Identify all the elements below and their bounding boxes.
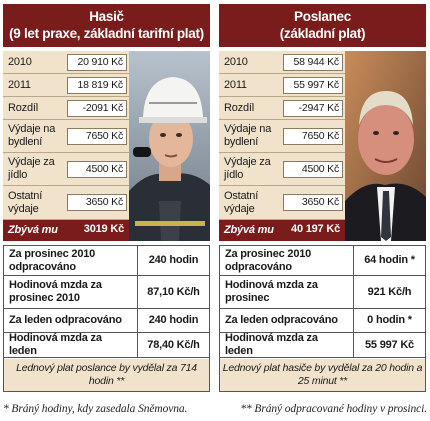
hours-row: Za leden odpracováno 240 hodin bbox=[4, 309, 209, 333]
stat-value: -2947 Kč bbox=[283, 99, 343, 117]
hours-label: Hodinová mzda za prosinec bbox=[225, 279, 318, 304]
firefighter-hours-table: Za prosinec 2010 odpracováno 240 hodin H… bbox=[3, 245, 210, 392]
hours-value: 0 hodin * bbox=[353, 309, 425, 332]
stat-value: 18 819 Kč bbox=[67, 76, 127, 94]
stat-row: Výdaje za jídlo 4500 Kč bbox=[219, 153, 345, 186]
hours-row: Za prosinec 2010 odpracováno 240 hodin bbox=[4, 246, 209, 276]
stat-value: 3650 Kč bbox=[67, 194, 127, 211]
firefighter-title: Hasič bbox=[89, 9, 124, 24]
stat-value: 4500 Kč bbox=[67, 160, 127, 178]
remaining-value: 40 197 Kč bbox=[291, 223, 340, 235]
remaining-row: Zbývá mu 3019 Kč bbox=[3, 220, 129, 241]
firefighter-photo bbox=[129, 51, 210, 241]
stat-label: Ostatní výdaje bbox=[224, 189, 259, 215]
firefighter-header: Hasič (9 let praxe, základní tarifní pla… bbox=[3, 4, 210, 47]
stat-label: 2011 bbox=[224, 78, 247, 91]
stat-label: Výdaje na bydlení bbox=[8, 123, 56, 148]
hours-label: Za leden odpracováno bbox=[9, 314, 122, 326]
stat-value: 58 944 Kč bbox=[283, 53, 343, 71]
firefighter-note: Lednový plat poslance by vydělal za 714 … bbox=[4, 359, 209, 391]
stat-value: 3650 Kč bbox=[283, 194, 343, 211]
hours-value: 240 hodin bbox=[137, 246, 209, 275]
hours-row: Hodinová mzda za leden 55 997 Kč bbox=[220, 332, 425, 358]
hours-label: Hodinová mzda za leden bbox=[225, 332, 318, 357]
stat-value: 7650 Kč bbox=[283, 127, 343, 145]
hours-value: 240 hodin bbox=[137, 309, 209, 332]
stat-label: Rozdíl bbox=[8, 101, 38, 114]
hours-value: 55 997 Kč bbox=[353, 333, 425, 357]
stat-label: Výdaje za jídlo bbox=[224, 156, 271, 181]
stat-row: Výdaje za jídlo 4500 Kč bbox=[3, 153, 129, 186]
stat-label: 2010 bbox=[224, 55, 248, 68]
hours-value: 64 hodin * bbox=[353, 246, 425, 275]
firefighter-subtitle: (9 let praxe, základní tarifní plat) bbox=[9, 26, 204, 41]
stat-value: -2091 Kč bbox=[67, 99, 127, 117]
stat-row: 2010 20 910 Kč bbox=[3, 51, 129, 74]
hours-row: Za leden odpracováno 0 hodin * bbox=[220, 309, 425, 333]
deputy-photo bbox=[345, 51, 426, 241]
stat-label: Rozdíl bbox=[224, 101, 254, 114]
stat-row: Rozdíl -2947 Kč bbox=[219, 97, 345, 120]
stat-row: Rozdíl -2091 Kč bbox=[3, 97, 129, 120]
stat-row: 2010 58 944 Kč bbox=[219, 51, 345, 74]
hours-label: Za prosinec 2010 odpracováno bbox=[225, 247, 312, 273]
stat-row: 2011 55 997 Kč bbox=[219, 74, 345, 97]
firefighter-column: Hasič (9 let praxe, základní tarifní pla… bbox=[3, 4, 210, 392]
remaining-value: 3019 Kč bbox=[83, 223, 124, 235]
stat-value: 7650 Kč bbox=[67, 127, 127, 145]
stat-row: 2011 18 819 Kč bbox=[3, 74, 129, 97]
hours-label: Hodinová mzda za leden bbox=[9, 332, 102, 357]
stat-value: 55 997 Kč bbox=[283, 76, 343, 94]
footnotes: * Bráný hodiny, kdy zasedala Sněmovna. *… bbox=[3, 403, 427, 415]
remaining-label: Zbývá mu bbox=[224, 224, 274, 236]
stat-label: Ostatní výdaje bbox=[8, 189, 43, 215]
hours-row: Hodinová mzda za prosinec 2010 87,10 Kč/… bbox=[4, 276, 209, 309]
remaining-row: Zbývá mu 40 197 Kč bbox=[219, 220, 345, 241]
hours-label: Za leden odpracováno bbox=[225, 314, 338, 326]
deputy-stats-table: 2010 58 944 Kč 2011 55 997 Kč Rozdíl -29… bbox=[219, 51, 345, 241]
stat-row: Ostatní výdaje 3650 Kč bbox=[3, 186, 129, 220]
deputy-note: Lednový plat hasiče by vydělal za 20 hod… bbox=[220, 359, 425, 391]
firefighter-stats-table: 2010 20 910 Kč 2011 18 819 Kč Rozdíl -20… bbox=[3, 51, 129, 241]
hours-value: 921 Kč/h bbox=[353, 276, 425, 308]
footnote-hours-december: ** Bráný odpracované hodiny v prosinci. bbox=[240, 403, 427, 415]
deputy-title: Poslanec bbox=[294, 9, 351, 24]
stat-row: Ostatní výdaje 3650 Kč bbox=[219, 186, 345, 220]
remaining-label: Zbývá mu bbox=[8, 224, 58, 236]
stat-label: 2010 bbox=[8, 55, 32, 68]
hours-value: 78,40 Kč/h bbox=[137, 333, 209, 357]
stat-label: Výdaje za jídlo bbox=[8, 156, 55, 181]
hours-row: Hodinová mzda za leden 78,40 Kč/h bbox=[4, 332, 209, 358]
deputy-subtitle: (základní plat) bbox=[279, 26, 366, 41]
stat-label: 2011 bbox=[8, 78, 31, 91]
stat-value: 4500 Kč bbox=[283, 160, 343, 178]
deputy-header: Poslanec (základní plat) bbox=[219, 4, 426, 47]
hours-row: Za prosinec 2010 odpracováno 64 hodin * bbox=[220, 246, 425, 276]
deputy-stats-panel: 2010 58 944 Kč 2011 55 997 Kč Rozdíl -29… bbox=[219, 51, 426, 241]
stat-row: Výdaje na bydlení 7650 Kč bbox=[219, 120, 345, 153]
firefighter-stats-panel: 2010 20 910 Kč 2011 18 819 Kč Rozdíl -20… bbox=[3, 51, 210, 241]
deputy-column: Poslanec (základní plat) 2010 58 944 Kč … bbox=[219, 4, 426, 392]
deputy-hours-table: Za prosinec 2010 odpracováno 64 hodin * … bbox=[219, 245, 426, 392]
stat-value: 20 910 Kč bbox=[67, 53, 127, 71]
hours-label: Hodinová mzda za prosinec 2010 bbox=[9, 279, 102, 304]
footnote-hours-session: * Bráný hodiny, kdy zasedala Sněmovna. bbox=[3, 403, 188, 415]
hours-label: Za prosinec 2010 odpracováno bbox=[9, 247, 96, 273]
hours-row: Hodinová mzda za prosinec 921 Kč/h bbox=[220, 276, 425, 309]
stat-label: Výdaje na bydlení bbox=[224, 123, 272, 148]
stat-row: Výdaje na bydlení 7650 Kč bbox=[3, 120, 129, 153]
hours-value: 87,10 Kč/h bbox=[137, 276, 209, 308]
